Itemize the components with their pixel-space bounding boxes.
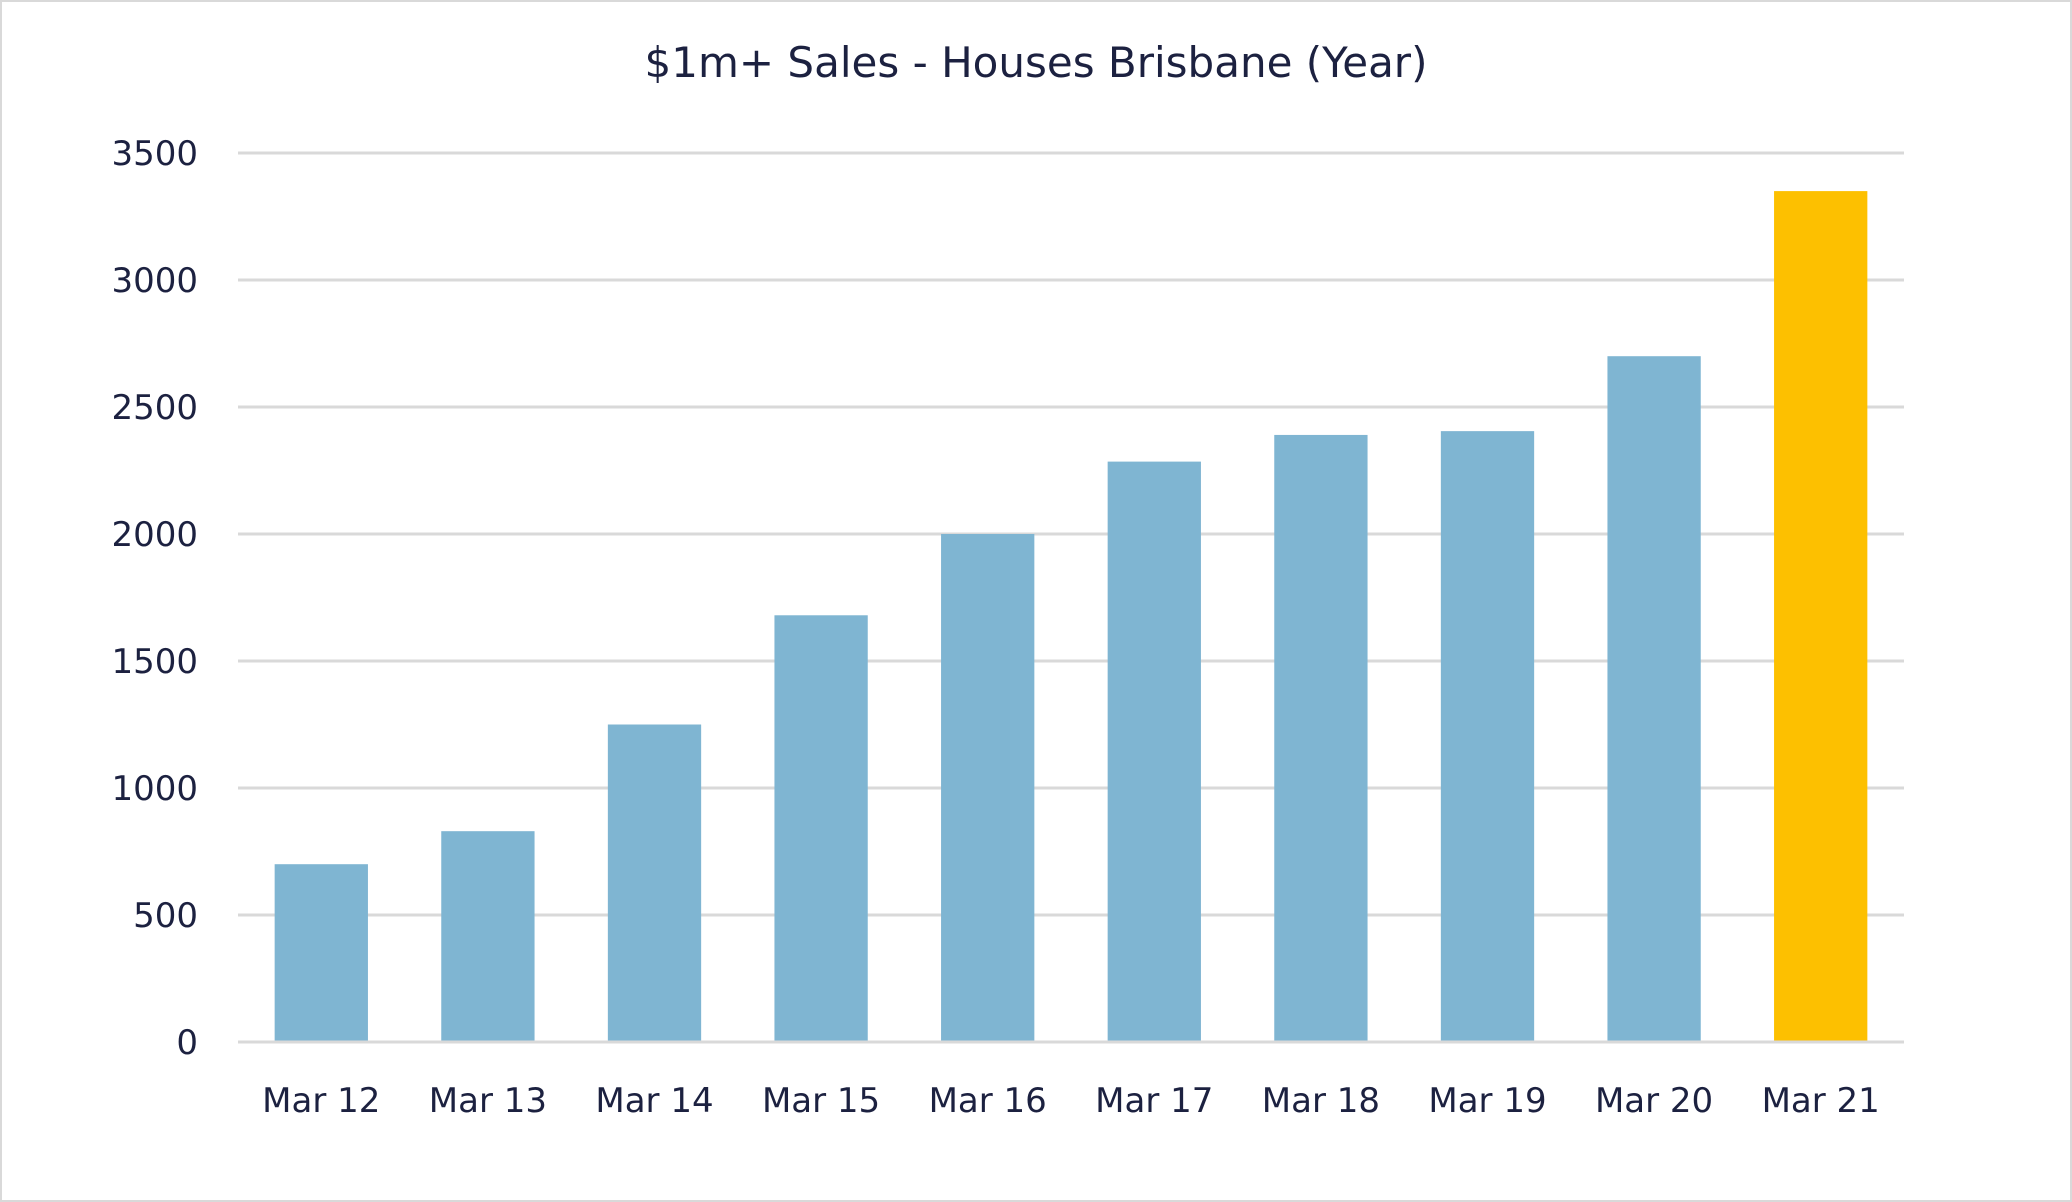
bar-mar-17 — [1107, 461, 1201, 1042]
bar-mar-20 — [1607, 356, 1701, 1042]
y-tick-label: 3000 — [111, 261, 198, 301]
y-tick-label: 0 — [176, 1023, 198, 1063]
x-tick-label: Mar 14 — [595, 1081, 713, 1121]
x-tick-label: Mar 13 — [429, 1081, 547, 1121]
y-tick-label: 2500 — [111, 388, 198, 428]
chart-title: $1m+ Sales - Houses Brisbane (Year) — [644, 38, 1428, 87]
x-tick-label: Mar 12 — [262, 1081, 380, 1121]
x-tick-label: Mar 21 — [1762, 1081, 1880, 1121]
x-tick-label: Mar 18 — [1262, 1081, 1380, 1121]
bar-mar-19 — [1440, 431, 1535, 1042]
bar-mar-16 — [941, 534, 1035, 1042]
y-tick-label: 3500 — [111, 134, 198, 174]
y-tick-label: 500 — [133, 896, 198, 936]
bars — [238, 191, 1904, 1044]
y-tick-label: 2000 — [111, 515, 198, 555]
bar-mar-14 — [607, 724, 702, 1042]
y-tick-label: 1500 — [111, 642, 198, 682]
x-axis-ticks: Mar 12 Mar 13 Mar 14 Mar 15 Mar 16 Mar 17 Mar … — [262, 1081, 1880, 1121]
y-tick-label: 1000 — [111, 769, 198, 809]
bar-mar-12 — [274, 864, 368, 1042]
bar-mar-15 — [774, 615, 868, 1042]
x-tick-label: Mar 15 — [762, 1081, 880, 1121]
x-tick-label: Mar 20 — [1595, 1081, 1713, 1121]
x-tick-label: Mar 16 — [929, 1081, 1047, 1121]
bar-mar-13 — [441, 831, 535, 1042]
bar-mar-18 — [1274, 434, 1368, 1042]
x-tick-label: Mar 19 — [1428, 1081, 1546, 1121]
x-tick-label: Mar 17 — [1095, 1081, 1213, 1121]
y-axis-ticks: 0 500 1000 1500 2000 2500 3000 3500 — [111, 134, 198, 1063]
bar-mar-21 — [1774, 191, 1868, 1043]
